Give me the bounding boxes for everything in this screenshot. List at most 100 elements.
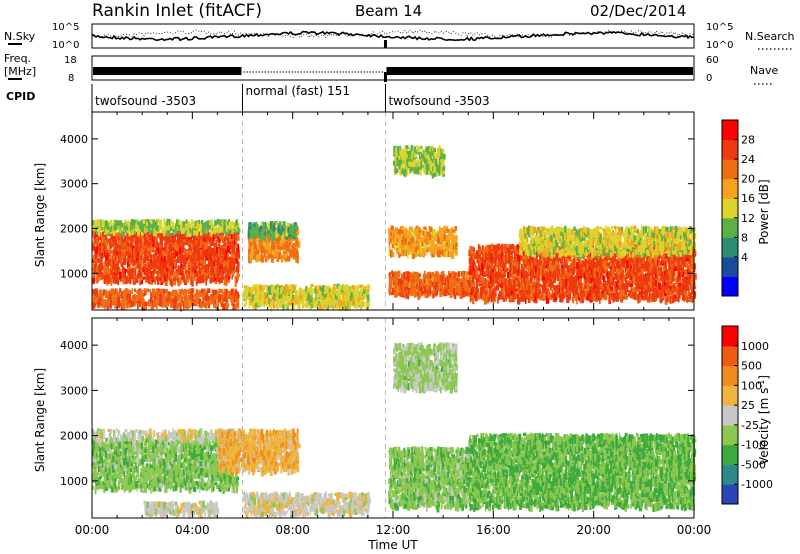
power-cell <box>301 301 305 307</box>
power-cell <box>162 250 165 255</box>
power-cell <box>253 237 257 245</box>
power-cell <box>203 229 207 234</box>
power-cell <box>286 301 290 308</box>
power-cell <box>143 256 146 263</box>
power-cell <box>198 219 200 224</box>
power-cell <box>161 227 165 234</box>
power-cell <box>200 292 204 298</box>
power-cell <box>392 230 396 235</box>
power-cell <box>333 283 336 290</box>
power-cell <box>161 274 165 282</box>
power-cell <box>312 297 315 303</box>
power-cell <box>185 258 188 264</box>
power-cell <box>321 289 324 297</box>
power-cell <box>106 227 109 234</box>
power-cell <box>402 243 406 250</box>
power-cell <box>402 238 404 246</box>
power-cell <box>137 301 140 308</box>
power-cell <box>220 228 222 233</box>
freq-trace-segment <box>386 67 693 75</box>
power-cell <box>187 262 191 270</box>
power-cell <box>291 233 294 239</box>
power-cell <box>109 224 112 233</box>
power-cell <box>227 253 230 258</box>
power-cell <box>272 224 276 232</box>
power-cell <box>160 235 164 242</box>
power-cell <box>206 297 208 302</box>
power-cell <box>328 288 331 293</box>
power-cell <box>221 296 224 304</box>
power-cell <box>491 265 494 269</box>
power-cell <box>176 274 180 278</box>
power-cell <box>287 242 290 250</box>
power-cell <box>182 266 185 270</box>
power-cell <box>219 266 223 274</box>
power-cell <box>126 289 129 295</box>
power-cell <box>524 270 527 279</box>
power-cell <box>271 290 275 297</box>
power-cell <box>123 228 126 237</box>
power-cell <box>332 301 335 307</box>
power-cell <box>236 292 239 299</box>
power-cell <box>143 263 146 269</box>
power-cell <box>214 267 218 274</box>
power-cell <box>132 299 136 306</box>
power-cell <box>151 262 155 269</box>
power-cell <box>97 298 100 305</box>
power-cell <box>169 278 172 286</box>
nsearch-label: N.Search <box>745 30 795 43</box>
power-cell <box>98 269 102 277</box>
power-cell <box>289 236 292 245</box>
power-cell <box>124 219 127 226</box>
power-cell <box>265 298 270 303</box>
power-cell <box>172 275 177 281</box>
power-cell <box>357 295 360 302</box>
power-cell <box>214 231 217 238</box>
power-cell <box>264 255 268 263</box>
power-cell <box>249 254 252 262</box>
power-cell <box>317 285 319 290</box>
power-cell <box>168 294 172 298</box>
power-cell <box>400 234 404 240</box>
power-cell <box>215 300 217 309</box>
power-cell <box>96 265 100 272</box>
power-cell <box>110 268 113 276</box>
power-cell <box>429 146 431 153</box>
power-cell <box>97 257 101 263</box>
power-cell <box>257 295 260 302</box>
power-cell <box>128 226 131 234</box>
power-cell <box>273 250 276 257</box>
power-region-1 <box>92 218 241 237</box>
power-cell <box>282 252 286 260</box>
power-cell <box>134 233 137 237</box>
power-cell <box>148 274 152 279</box>
power-cell <box>123 269 125 278</box>
power-cell <box>203 234 207 238</box>
power-cell <box>346 291 350 299</box>
power-cell <box>166 256 169 265</box>
power-cell <box>188 221 190 229</box>
power-cell <box>227 274 231 280</box>
power-cell <box>205 241 208 249</box>
power-cell <box>263 253 266 258</box>
power-cell <box>175 303 178 309</box>
power-cell <box>205 275 208 281</box>
power-cell <box>213 231 216 235</box>
power-cell <box>228 222 232 230</box>
power-cell <box>337 293 342 301</box>
power-cell <box>267 286 271 295</box>
power-cell <box>213 237 216 241</box>
power-cell <box>231 300 233 306</box>
power-cell <box>113 239 117 246</box>
power-cell <box>133 288 136 292</box>
power-cell <box>454 226 458 231</box>
power-cell <box>356 287 359 295</box>
power-cell <box>92 242 95 251</box>
power-cell <box>169 245 173 252</box>
power-cell <box>441 148 445 153</box>
power-cell <box>93 254 96 262</box>
power-cell <box>234 276 237 280</box>
power-cell <box>269 233 272 238</box>
power-cell <box>135 223 139 230</box>
power-cell <box>140 276 144 281</box>
